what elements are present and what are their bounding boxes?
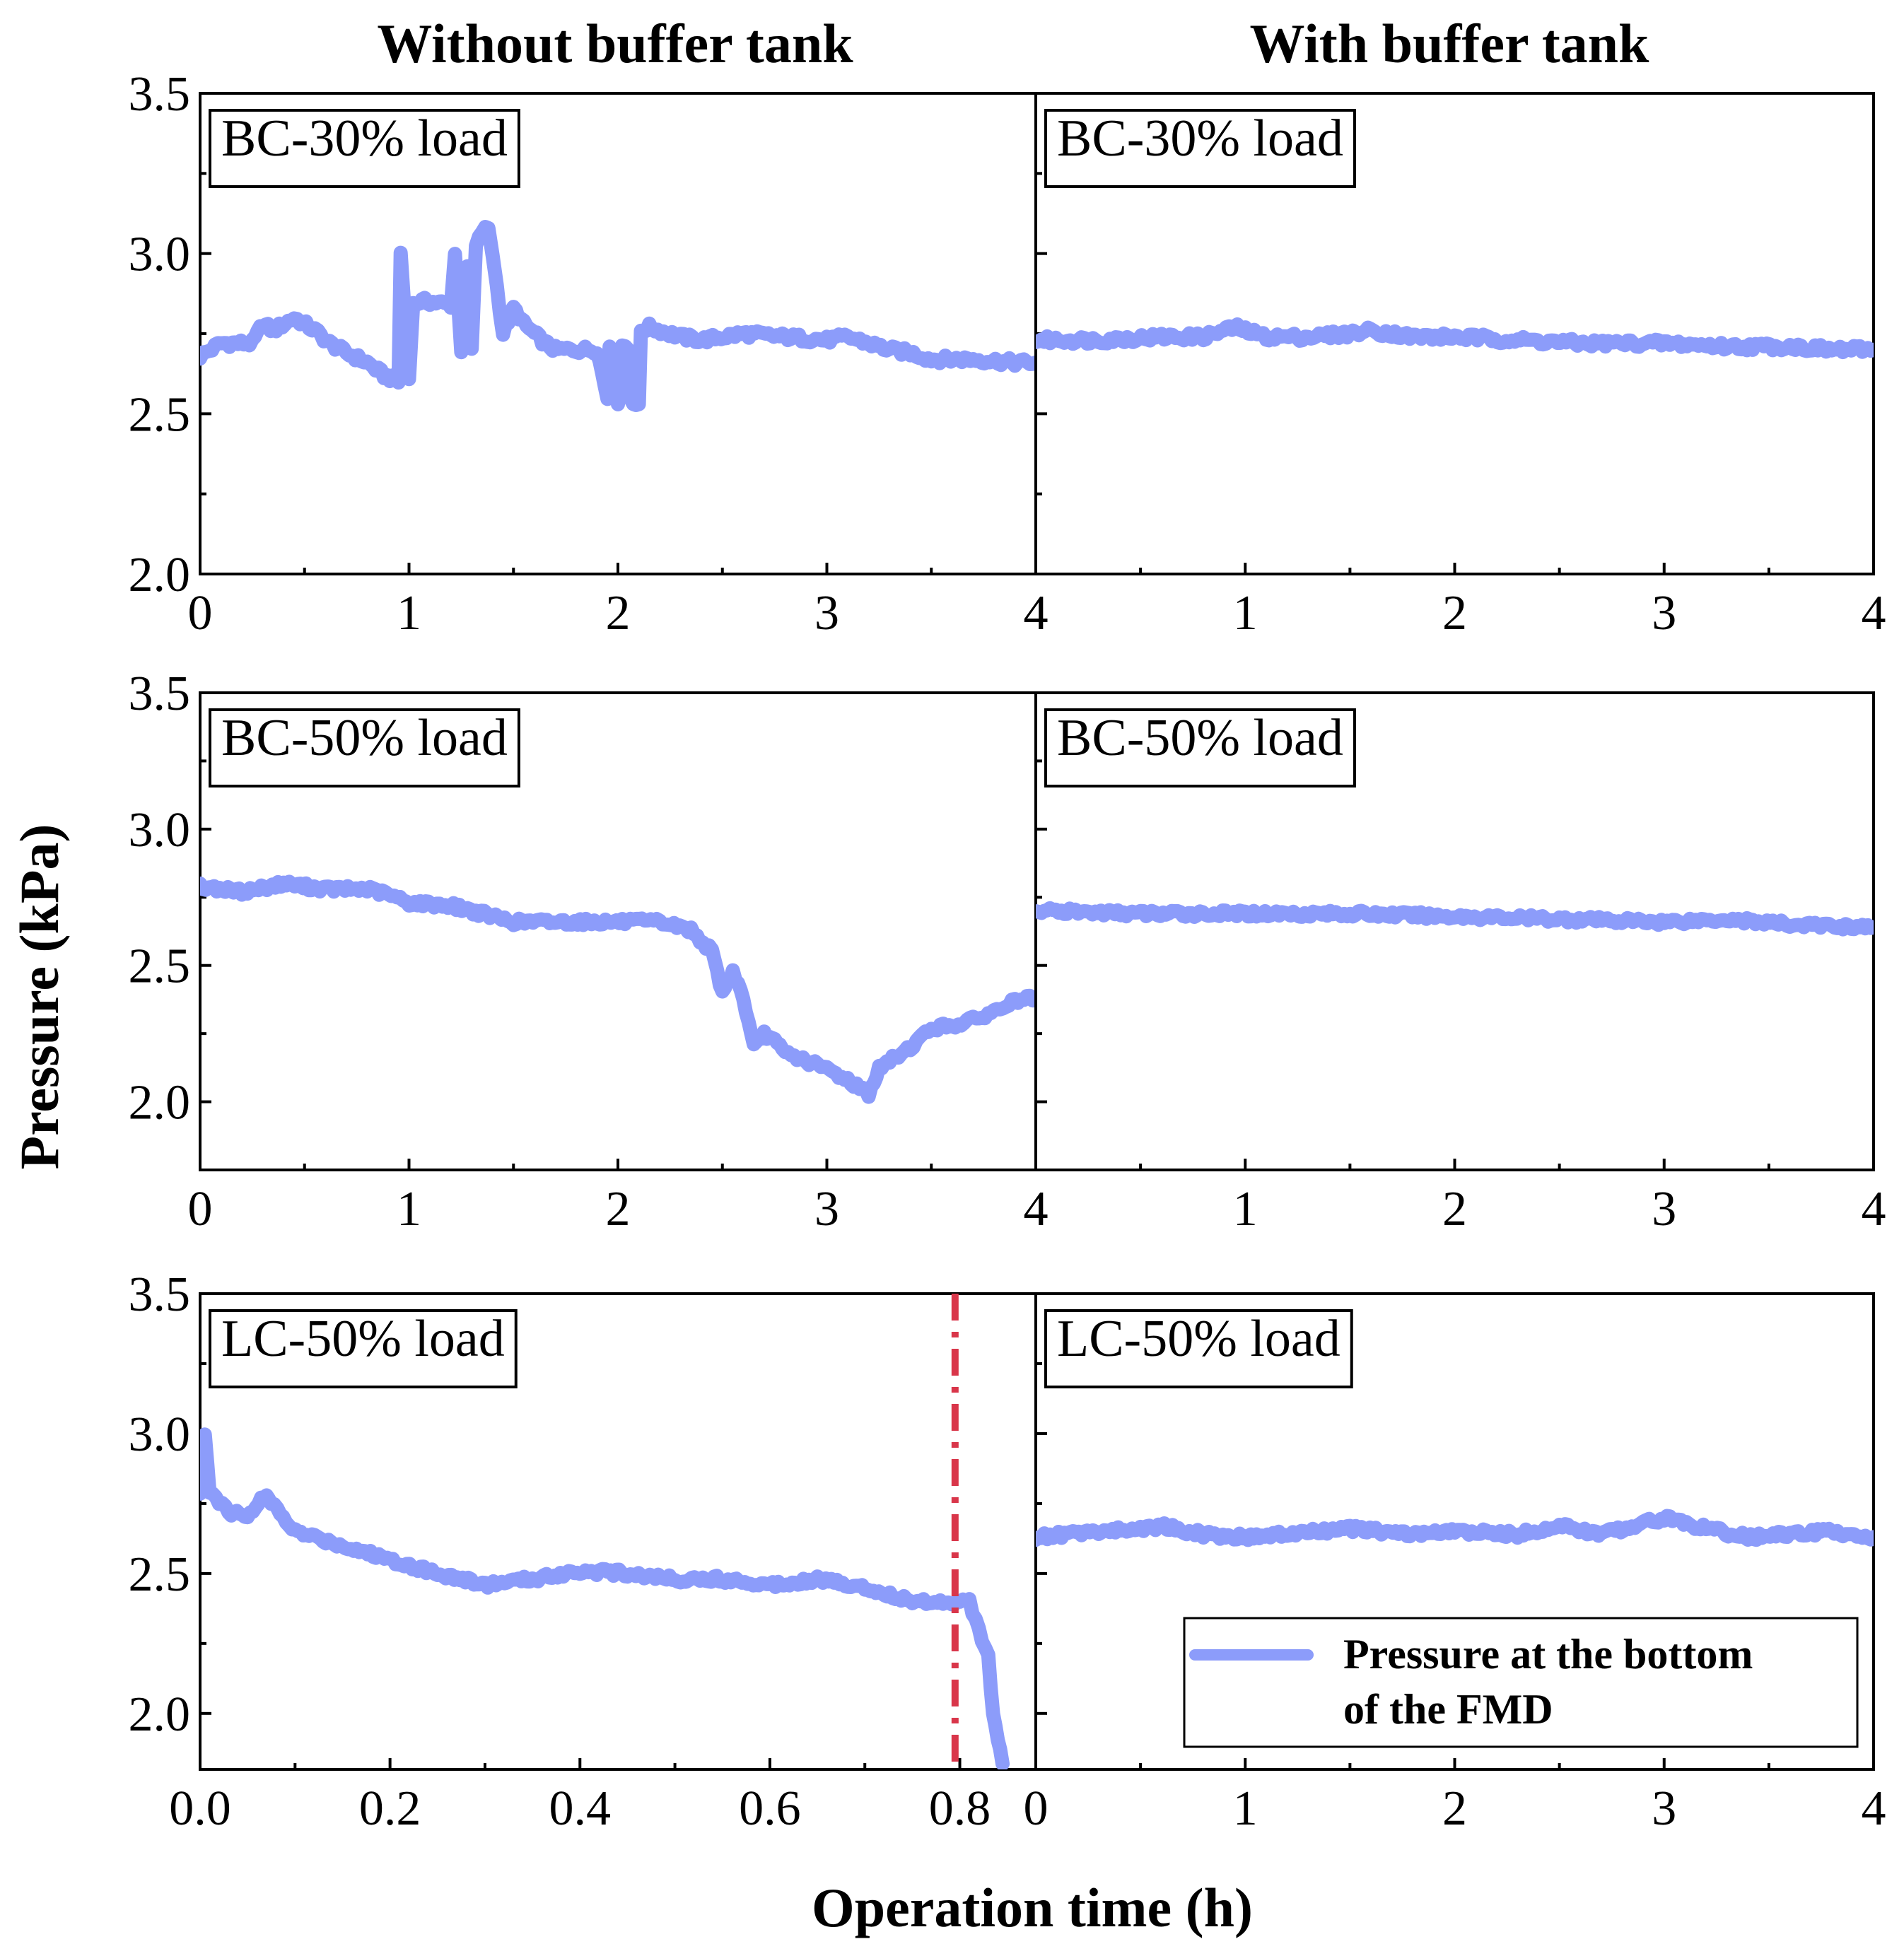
panel-1-xtick-label: 4 bbox=[1024, 586, 1049, 640]
panel-4: 4 1 2 3 4 BC-50% load bbox=[1024, 691, 1886, 1236]
panel-5-series-line bbox=[200, 1427, 1010, 1769]
panel-3-ytick-label: 2.5 bbox=[129, 939, 191, 994]
panel-3-xtick-label: 0 bbox=[188, 1182, 213, 1236]
panel-6-series-line bbox=[1036, 1509, 1874, 1547]
panel-6-xtick-label: 1 bbox=[1233, 1781, 1258, 1836]
panel-4-label-box bbox=[1044, 708, 1356, 787]
panel-5-ytick-label: 2.5 bbox=[129, 1547, 191, 1602]
panel-2-xtick-label: 3 bbox=[1652, 586, 1676, 640]
legend-box bbox=[1183, 1617, 1859, 1748]
panel-5-ytick-label: 3.5 bbox=[129, 1267, 191, 1322]
panel-4-xtick-label: 1 bbox=[1233, 1182, 1258, 1236]
left-column-title: Without buffer tank bbox=[377, 13, 853, 74]
panel-5-xtick-label: 0.0 bbox=[169, 1781, 231, 1836]
chart-panels: 0 1 2 3 4 2.0 2.5 3.0 3.5 BC-30% load 4 1 2 3 4 BC-30% … bbox=[129, 67, 1886, 1836]
panel-5-ytick-label: 2.0 bbox=[129, 1687, 191, 1742]
panel-3-ytick-label: 3.5 bbox=[129, 667, 191, 721]
panel-5-xtick-label: 0.8 bbox=[929, 1781, 991, 1836]
panel-1-ytick-label: 2.0 bbox=[129, 548, 191, 602]
panel-2-label: BC-30% load bbox=[1057, 110, 1343, 168]
panel-2-label-box bbox=[1044, 109, 1356, 188]
panel-6-xtick-label: 4 bbox=[1862, 1781, 1886, 1836]
panel-3-series-line bbox=[200, 874, 1036, 1104]
panel-4-xtick-label: 2 bbox=[1442, 1182, 1467, 1236]
panel-5-label-box bbox=[209, 1309, 518, 1388]
panel-5-xtick-label: 0.6 bbox=[739, 1781, 801, 1836]
panel-2-xtick-label: 1 bbox=[1233, 586, 1258, 640]
panel-3: 0 1 2 3 4 2.0 2.5 3.0 3.5 BC-50% load bbox=[129, 667, 1049, 1236]
right-column-title: With buffer tank bbox=[1250, 13, 1650, 74]
panel-1-series-line bbox=[200, 220, 1036, 412]
panel-3-xtick-label: 1 bbox=[397, 1182, 421, 1236]
panel-6: 0 1 2 3 4 LC-50% load bbox=[1024, 1292, 1886, 1836]
panel-2: 4 1 2 3 4 BC-30% load bbox=[1024, 92, 1886, 640]
panel-3-ytick-label: 2.0 bbox=[129, 1076, 191, 1130]
panel-5: 0.0 0.2 0.4 0.6 0.8 2.0 2.5 3.0 3.5 LC-50% load bbox=[129, 1267, 1037, 1836]
panel-3-ytick-label: 3.0 bbox=[129, 803, 191, 857]
panel-5-label: LC-50% load bbox=[221, 1310, 505, 1368]
legend-text-line1: Pressure at the bottom bbox=[1343, 1631, 1753, 1677]
panel-1-xtick-label: 3 bbox=[814, 586, 839, 640]
panel-2-xtick-label: 4 bbox=[1862, 586, 1886, 640]
legend-text-line2: of the FMD bbox=[1343, 1686, 1553, 1733]
panel-3-xtick-label: 4 bbox=[1024, 1182, 1049, 1236]
panel-4-xtick-label: 3 bbox=[1652, 1182, 1676, 1236]
panel-5-xtick-label: 0.2 bbox=[359, 1781, 421, 1836]
panel-5-ytick-label: 3.0 bbox=[129, 1407, 191, 1462]
panel-5-xtick-label: 0.4 bbox=[549, 1781, 612, 1836]
panel-4-xtick-label: 4 bbox=[1862, 1182, 1886, 1236]
panel-1-label-box bbox=[209, 109, 520, 188]
panel-6-label: LC-50% load bbox=[1057, 1310, 1341, 1368]
panel-3-xtick-label: 3 bbox=[814, 1182, 839, 1236]
panel-3-label: BC-50% load bbox=[221, 709, 508, 767]
panel-1-xtick-label: 0 bbox=[188, 586, 213, 640]
panel-6-label-box bbox=[1044, 1309, 1353, 1388]
panel-2-xtick-label: 4 bbox=[1024, 586, 1049, 640]
panel-6-xtick-label: 3 bbox=[1652, 1781, 1676, 1836]
panel-1-label: BC-30% load bbox=[221, 110, 508, 168]
x-axis-title: Operation time (h) bbox=[812, 1877, 1253, 1938]
legend: Pressure at the bottom of the FMD bbox=[1183, 1617, 1859, 1748]
panel-1: 0 1 2 3 4 2.0 2.5 3.0 3.5 BC-30% load bbox=[129, 67, 1049, 640]
panel-2-xtick-label: 2 bbox=[1442, 586, 1467, 640]
panel-1-ytick-label: 2.5 bbox=[129, 387, 191, 442]
panel-3-label-box bbox=[209, 708, 520, 787]
panel-4-xtick-label: 4 bbox=[1024, 1182, 1049, 1236]
y-axis-title: Pressure (kPa) bbox=[8, 824, 70, 1170]
panel-4-series-line bbox=[1036, 901, 1874, 937]
panel-1-xtick-label: 1 bbox=[397, 586, 421, 640]
panel-1-ytick-label: 3.0 bbox=[129, 228, 191, 282]
panel-3-xtick-label: 2 bbox=[606, 1182, 631, 1236]
panel-1-ytick-label: 3.5 bbox=[129, 67, 191, 122]
panel-6-xtick-label: 2 bbox=[1442, 1781, 1467, 1836]
panel-1-xtick-label: 2 bbox=[606, 586, 631, 640]
panel-2-series-line bbox=[1036, 317, 1874, 360]
panel-6-xtick-label: 0 bbox=[1024, 1781, 1049, 1836]
panel-4-label: BC-50% load bbox=[1057, 709, 1343, 767]
